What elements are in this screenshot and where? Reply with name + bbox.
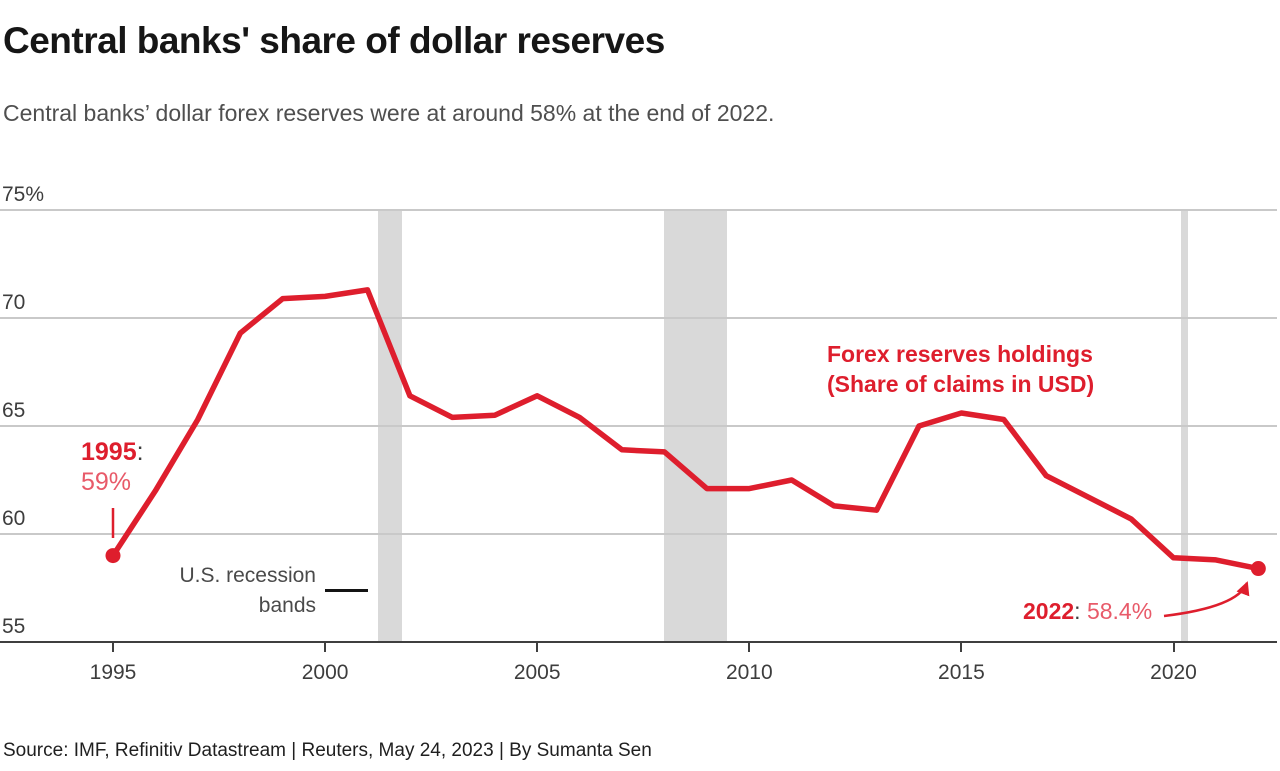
x-axis-tick <box>1172 643 1175 652</box>
annotation-2022: 2022: 58.4% <box>1023 598 1152 625</box>
x-tick-label: 2010 <box>725 661 773 684</box>
x-axis-tick <box>748 643 751 652</box>
recession-band-key-line <box>325 589 368 592</box>
y-axis-label: 65 <box>2 399 26 422</box>
annotation-2022-year: 2022 <box>1023 598 1075 624</box>
x-tick-label: 2005 <box>513 661 561 684</box>
recession-bands-label-line2: bands <box>258 594 316 617</box>
x-axis-tick <box>112 643 114 652</box>
y-gridline <box>0 209 1277 211</box>
x-tick-label: 2000 <box>301 661 349 684</box>
x-axis-line <box>0 641 1277 643</box>
y-gridline <box>0 533 1277 535</box>
endpoint-dot-1995 <box>105 548 121 564</box>
annotation-2022-arrow <box>1163 581 1250 618</box>
recession-bands-label: U.S. recession bands <box>130 561 316 621</box>
series-label-line2: (Share of claims in USD) <box>827 371 1095 397</box>
chart-subtitle: Central banks’ dollar forex reserves wer… <box>3 100 775 126</box>
y-gridline <box>0 317 1277 319</box>
y-axis-label: 60 <box>2 507 26 530</box>
x-tick-label: 2020 <box>1150 661 1197 684</box>
series-label: Forex reserves holdings (Share of claims… <box>827 339 1094 399</box>
x-tick-label: 1995 <box>89 661 137 684</box>
annotation-2022-colon: : <box>1074 598 1087 624</box>
annotation-1995-value: 59% <box>81 468 132 496</box>
endpoint-dot-2022 <box>1250 561 1266 577</box>
x-axis-tick <box>960 643 963 652</box>
x-tick-label: 2015 <box>938 661 985 684</box>
annotation-2022-value: 58.4% <box>1086 598 1153 624</box>
y-axis-label: 70 <box>2 291 26 314</box>
usd-share-line <box>110 287 1262 572</box>
y-axis-label: 55 <box>2 615 26 638</box>
x-axis-tick <box>536 643 539 652</box>
source-line: Source: IMF, Refinitiv Datastream | Reut… <box>3 740 652 761</box>
annotation-1995-year: 1995 <box>81 438 137 466</box>
x-axis-tick <box>324 643 327 652</box>
series-label-line1: Forex reserves holdings <box>827 341 1093 367</box>
annotation-1995-colon: : <box>136 438 144 466</box>
recession-bands-label-line1: U.S. recession <box>179 564 316 587</box>
y-gridline <box>0 425 1277 427</box>
y-axis-label: 75% <box>2 183 45 206</box>
annotation-1995: 1995: 59% <box>81 437 144 497</box>
chart-title: Central banks' share of dollar reserves <box>3 20 665 61</box>
